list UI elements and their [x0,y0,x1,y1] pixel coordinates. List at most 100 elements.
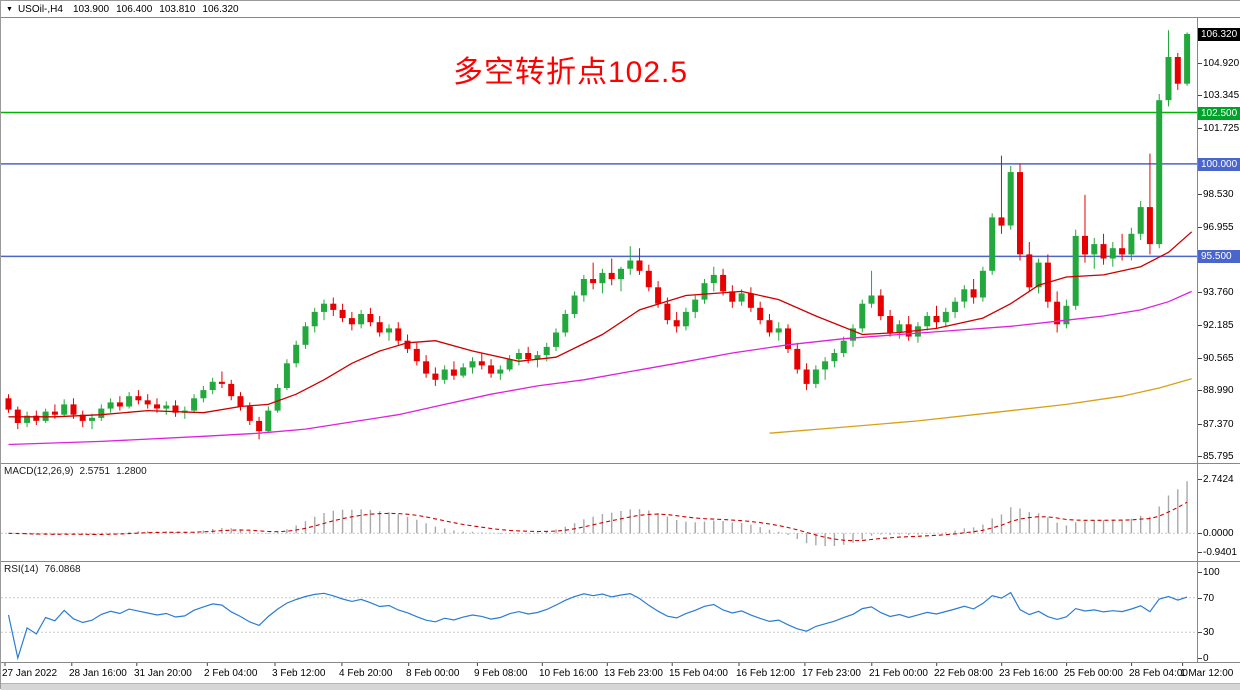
scale-tick [1198,533,1202,534]
candle-body [1082,235,1088,255]
candle-body [283,363,290,388]
candle-body [627,260,634,269]
candle-body [794,348,801,370]
chart-annotation-text: 多空转折点102.5 [453,56,689,89]
candle-body [645,270,652,288]
scale-tick [1198,227,1202,228]
candle-body [79,414,86,421]
candle-body [720,274,727,292]
candle-body [877,295,884,317]
candle-body [367,314,374,323]
candlestick-chart [1,30,1197,446]
rsi-scale-label: 100 [1203,567,1220,578]
scale-tick [1198,424,1202,425]
candle-body [321,303,327,312]
price-chart-panel[interactable] [1,18,1197,463]
price-scale[interactable]: 104.920 103.345 101.725 98.530 96.955 93.760 9… [1197,18,1240,463]
quote-open: 103.900 [72,3,110,15]
scale-tick [1198,598,1202,599]
time-axis-label: 31 Jan 20:00 [134,668,192,679]
candle-body [209,381,216,390]
macd-signal-value: 1.2800 [116,466,147,477]
candle-body [228,383,235,397]
candle-body [710,274,717,284]
candle-body [525,353,532,360]
candle-body [571,295,578,314]
candle-body [785,328,791,349]
price-scale-label: 96.955 [1203,222,1234,233]
price-tag: 106.320 [1198,28,1240,41]
candle-body [24,415,31,423]
candle-body [682,311,689,327]
candle-body [237,396,244,407]
candle-body [432,373,439,380]
time-axis-label: 28 Jan 16:00 [69,668,127,679]
rsi-scale-label: 70 [1203,593,1215,604]
macd-main-value: 2.5751 [79,466,111,477]
time-axis-ticks [4,663,1184,666]
rsi-line [7,591,1188,661]
candle-body [404,340,411,349]
candle-body [330,303,337,310]
candle-body [757,307,764,321]
candle-body [692,299,699,312]
candle-body [33,415,40,421]
price-tag: 102.500 [1198,107,1240,120]
candle-body [302,326,309,345]
candle-body [599,272,606,284]
macd-scale[interactable]: 2.7424 0.0000 -0.9401 [1197,463,1240,561]
candle-body [265,410,272,432]
price-scale-label: 90.565 [1203,353,1234,364]
candle-body [154,404,160,409]
time-axis-label: 9 Feb 08:00 [474,668,528,679]
candle-body [905,324,912,337]
rsi-name: RSI(14) [4,564,39,575]
candle-body [358,314,365,325]
time-axis-label: 21 Feb 00:00 [869,668,928,679]
candle-body [163,405,170,409]
collapse-arrow-icon[interactable]: ▼ [6,5,13,13]
scale-tick [1198,632,1202,633]
candle-body [386,328,392,333]
time-axis-label: 16 Feb 12:00 [736,668,795,679]
rsi-indicator-label: RSI(14) 76.0868 [4,564,87,575]
scale-tick [1198,194,1202,195]
time-axis-label: 8 Feb 00:00 [406,668,460,679]
price-scale-label: 104.920 [1203,58,1240,69]
candle-body [116,402,123,407]
scale-tick [1198,552,1202,553]
candle-body [850,328,856,341]
candle-body [1007,172,1014,226]
candle-body [497,369,504,374]
macd-name: MACD(12,26,9) [4,466,74,477]
candle-body [395,328,402,341]
candle-body [1174,57,1181,84]
candle-body [413,348,420,362]
candle-body [1072,235,1079,306]
time-axis-label: 23 Feb 16:00 [999,668,1058,679]
candle-body [1165,57,1172,101]
rsi-panel[interactable]: RSI(14) 76.0868 [1,561,1197,662]
candle-body [200,390,207,399]
candle-body [636,260,643,271]
time-axis-label: 1 Mar 12:00 [1180,668,1234,679]
candle-body [311,311,318,327]
candle-body [5,398,12,410]
macd-panel[interactable]: MACD(12,26,9) 2.5751 1.2800 [1,463,1197,561]
candle-body [664,303,671,321]
ma-fast-red [8,231,1193,418]
candle-body [98,408,105,418]
price-scale-label: 88.990 [1203,385,1234,396]
candle-body [831,353,838,362]
candle-body [812,369,819,384]
time-axis[interactable]: 27 Jan 2022 28 Jan 16:00 31 Jan 20:00 2 Feb… [1,662,1240,683]
rsi-scale[interactable]: 100 70 30 0 [1197,561,1240,664]
candle-body [868,295,875,304]
price-scale-label: 87.370 [1203,419,1234,430]
candle-body [998,217,1005,226]
scale-tick [1198,128,1202,129]
quote-close: 106.320 [202,3,239,15]
candle-body [655,287,662,304]
candle-body [1035,262,1042,288]
time-axis-label: 3 Feb 12:00 [272,668,326,679]
